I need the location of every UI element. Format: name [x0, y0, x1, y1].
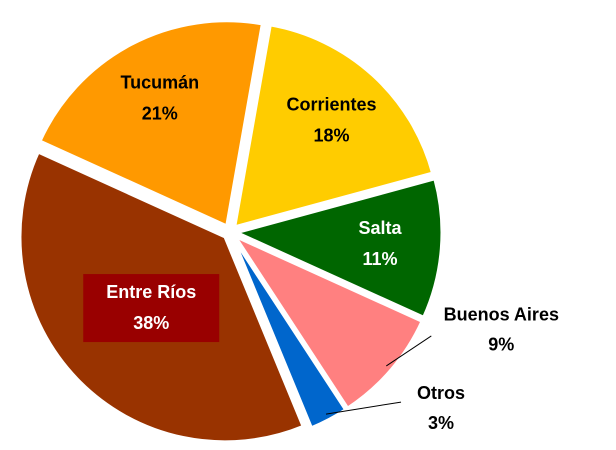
slice-percent: 3%	[428, 413, 454, 433]
label-box	[83, 274, 220, 343]
slice-name: Corrientes	[286, 95, 376, 115]
leader-line	[325, 401, 402, 415]
pie-slice	[231, 233, 424, 411]
slice-name: Buenos Aires	[444, 305, 559, 325]
pie-slice	[232, 23, 435, 229]
leader-line	[386, 335, 432, 367]
pie-slice	[232, 176, 444, 320]
slice-percent: 11%	[362, 249, 397, 269]
slice-percent: 9%	[488, 335, 514, 355]
slice-percent: 38%	[133, 313, 169, 333]
pie-slice	[231, 237, 348, 430]
slice-name: Entre Ríos	[106, 282, 196, 302]
pie-slice	[38, 19, 265, 228]
slice-name: Tucumán	[120, 73, 199, 93]
slice-name: Otros	[417, 383, 465, 403]
slice-name: Salta	[358, 218, 402, 238]
slice-percent: 18%	[313, 126, 349, 146]
slice-percent: 21%	[142, 104, 178, 124]
